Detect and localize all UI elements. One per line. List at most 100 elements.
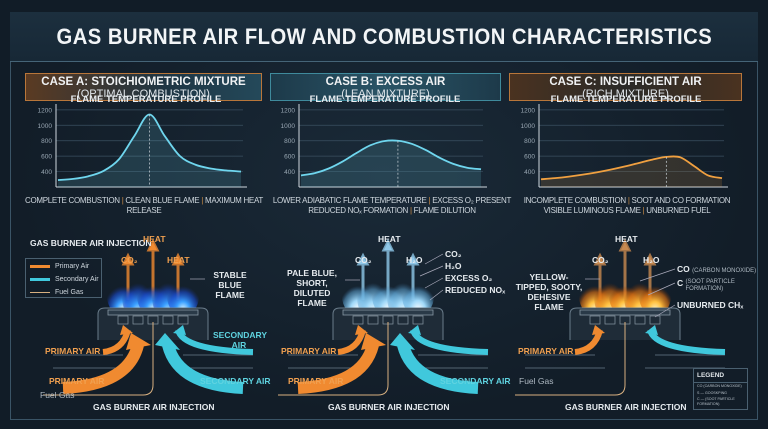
flame <box>639 276 671 316</box>
case-a-header: CASE A: STOICHIOMETRIC MIXTURE (OPTIMAL C… <box>25 73 262 101</box>
burner-port <box>132 315 144 325</box>
arrowhead-icon <box>592 325 605 335</box>
fuel-gas-line <box>515 322 626 396</box>
product-o2-b: EXCESS O₂ <box>445 273 493 283</box>
duct-lines <box>53 354 253 369</box>
case-a-sub: (OPTIMAL COMBUSTION) <box>77 88 210 100</box>
chart-a-title: FLAME TEMPERATURE PROFILE <box>70 94 222 105</box>
primary-air-label-c: PRIMARY AIR <box>518 346 574 356</box>
soot-label-c: C (SOOT PARTICLE FORMATION) <box>677 278 735 292</box>
secondary-air-arrow-large <box>162 343 244 394</box>
burner-plate <box>579 309 671 316</box>
caption-b-1: LOWER ADIABATIC FLAME TEMPERATURE <box>272 196 427 205</box>
caption-c-2: SOOT AND CO FORMATION <box>631 196 731 205</box>
up-arrow-icon <box>381 238 395 300</box>
page-title: GAS BURNER AIR FLOW AND COMBUSTION CHARA… <box>56 23 712 49</box>
caption-c-4: UNBURNED FUEL <box>646 206 711 215</box>
leader-line <box>419 265 444 277</box>
caption-b-3: REDUCED NOₓ FORMATION <box>308 206 409 215</box>
legend-a-title: GAS BURNER AIR INJECTION <box>30 238 152 248</box>
arrowhead-icon <box>408 325 421 335</box>
leader-line <box>647 282 676 296</box>
up-arrow-icon <box>406 252 420 300</box>
arrowhead-icon <box>390 333 415 350</box>
caption-a-1: COMPLETE COMBUSTION <box>24 196 120 205</box>
legend-c-item: C — (SOOT PARTICLE FORMATION) <box>697 397 735 406</box>
heat-label-c: HEAT <box>615 234 638 244</box>
fuel-gas-line <box>43 322 154 396</box>
caption-a-3: MAXIMUM HEAT RELEASE <box>126 196 264 215</box>
y-tick-label: 600 <box>524 154 535 161</box>
fuel-gas-line <box>278 322 389 396</box>
flame <box>402 276 434 316</box>
flame <box>167 276 199 316</box>
heat-label-b: HEAT <box>378 234 401 244</box>
arrowhead-icon <box>355 325 368 335</box>
primary-air-label-a1: PRIMARY AIR <box>45 346 101 356</box>
flame-label-a: STABLE BLUE FLAME <box>213 270 247 300</box>
h2o-label-c: H₂O <box>643 255 660 265</box>
burner-port <box>589 315 601 325</box>
legend-c-title: LEGEND <box>694 369 747 383</box>
co2-label-b: CO₂ <box>355 255 372 265</box>
burner-port <box>604 315 616 325</box>
up-arrow-icon <box>356 252 370 300</box>
secondary-air-arrow-large <box>397 343 479 394</box>
unburned-label-c: UNBURNED CHₓ <box>677 300 744 310</box>
fuel-gas-label-a: Fuel Gas <box>40 390 75 400</box>
burner-port <box>412 315 424 325</box>
primary-air-label-b2: PRIMARY AIR <box>288 376 344 386</box>
y-tick-label: 800 <box>524 138 535 145</box>
y-tick-label: 800 <box>284 138 295 145</box>
product-h2o-b: H₂O <box>445 261 462 271</box>
up-arrow-icon <box>146 238 160 300</box>
product-nox-b: REDUCED NOₓ <box>445 285 506 295</box>
case-a-heading: CASE A: STOICHIOMETRIC MIXTURE <box>41 76 246 88</box>
burner-port <box>177 315 189 325</box>
case-c-heading: CASE C: INSUFFICIENT AIR <box>549 76 702 88</box>
h2o-label-b: H₂O <box>406 255 423 265</box>
burner-port <box>634 315 646 325</box>
y-tick-label: 1000 <box>281 123 296 130</box>
y-tick-label: 600 <box>284 154 295 161</box>
y-tick-label: 1200 <box>281 107 296 114</box>
arrowhead-icon <box>126 333 151 350</box>
arrowhead-icon <box>645 325 658 335</box>
burner-port <box>367 315 379 325</box>
y-tick-label: 1200 <box>38 107 53 114</box>
case-c-header: CASE C: INSUFFICIENT AIR (RICH MIXTURE) <box>509 73 742 101</box>
secondary-air-label-a1: SECONDARY AIR <box>213 330 267 350</box>
caption-c-1: INCOMPLETE COMBUSTION <box>523 196 626 205</box>
heat-label-a: HEAT <box>143 234 166 244</box>
legend-c-item: S — GOOSKPING <box>697 390 727 395</box>
y-tick-label: 800 <box>41 138 52 145</box>
chart-b-title: FLAME TEMPERATURE PROFILE <box>309 94 461 105</box>
curve-fill <box>541 156 722 187</box>
temperature-curve <box>540 155 723 181</box>
heat-label-a2: HEAT <box>167 255 190 265</box>
title-bar: GAS BURNER AIR FLOW AND COMBUSTION CHARA… <box>10 12 758 62</box>
legend-c-item: CO (CARBON MONOXIDE) <box>697 384 742 388</box>
up-arrow-icon <box>121 252 135 300</box>
case-b-header: CASE B: EXCESS AIR (LEAN MIXTURE) <box>270 73 501 101</box>
duct-lines <box>288 354 488 369</box>
legend-primary-air: Primary Air <box>26 260 101 272</box>
footer-a: GAS BURNER AIR INJECTION <box>93 402 215 412</box>
footer-c: GAS BURNER AIR INJECTION <box>565 402 687 412</box>
case-b-heading: CASE B: EXCESS AIR <box>325 76 446 88</box>
primary-air-label-a2: PRIMARY AIR <box>49 376 105 386</box>
secondary-air-label-a2: SECONDARY AIR <box>200 376 271 386</box>
primary-air-arrow-large <box>297 343 379 394</box>
y-tick-label: 1200 <box>521 107 536 114</box>
caption-a-2: CLEAN BLUE FLAME <box>125 196 200 205</box>
product-co2-b: CO₂ <box>445 249 462 259</box>
leader-line <box>424 277 444 289</box>
burner-port <box>162 315 174 325</box>
arrowhead-icon <box>120 325 133 335</box>
leader-line <box>654 304 676 318</box>
burner-port <box>397 315 409 325</box>
burner-port <box>352 315 364 325</box>
leader-line <box>424 253 444 265</box>
